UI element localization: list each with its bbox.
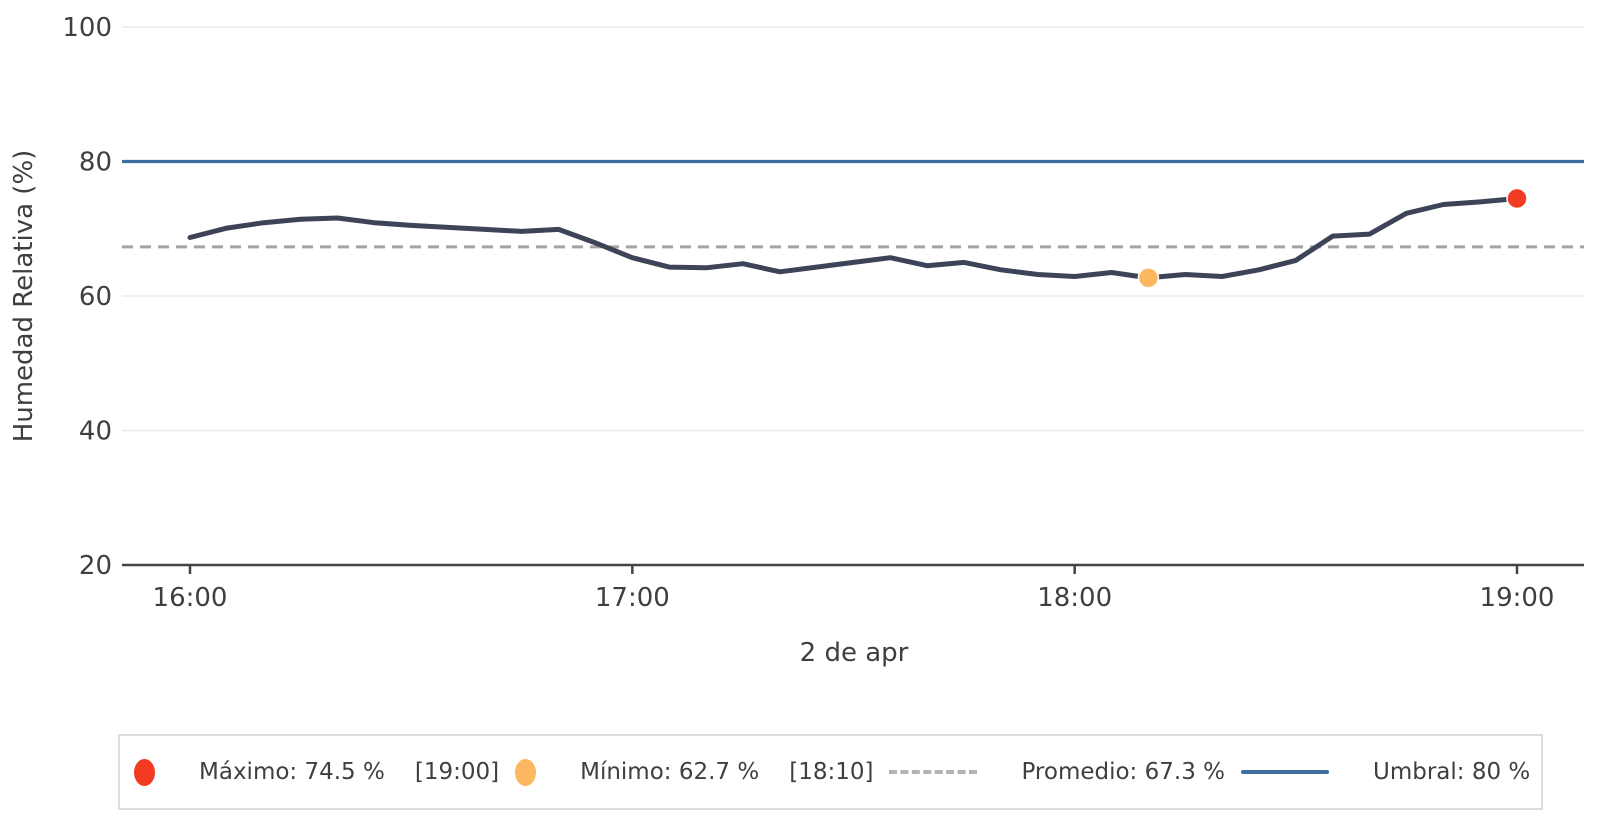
- humidity-line-chart[interactable]: 20 40 60 80 100 16:00 17:00 18:00 19:00 Humedad R…: [0, 0, 1601, 712]
- x-tick-label: 19:00: [1480, 583, 1555, 613]
- humidity-series-line: [187, 196, 1520, 281]
- x-tick-label: 18:00: [1037, 583, 1112, 613]
- x-tick-label: 16:00: [153, 583, 228, 613]
- y-tick-label: 20: [79, 551, 112, 581]
- threshold-line-icon: [1241, 770, 1329, 774]
- min-point[interactable]: [1137, 267, 1160, 289]
- y-tick-label: 60: [79, 282, 112, 312]
- legend-time-maximo: [19:00]: [414, 759, 500, 785]
- legend-item-minimo[interactable]: Mínimo: 62.7 % [18:10]: [515, 758, 874, 786]
- legend-item-promedio[interactable]: Promedio: 67.3 %: [889, 759, 1225, 785]
- x-tick-label: 17:00: [595, 583, 670, 613]
- max-dot-icon: [134, 758, 155, 786]
- y-tick-label: 80: [79, 148, 112, 178]
- legend-time-minimo: [18:10]: [789, 759, 874, 785]
- min-dot-icon: [515, 758, 537, 786]
- chart-legend: Máximo: 74.5 % [19:00] Mínimo: 62.7 % [1…: [118, 734, 1543, 810]
- legend-item-maximo[interactable]: Máximo: 74.5 % [19:00]: [134, 758, 500, 786]
- dashed-line-icon: [889, 770, 978, 774]
- y-axis-title: Humedad Relativa (%): [9, 150, 39, 443]
- y-tick-label: 100: [62, 13, 112, 43]
- y-tick-label: 40: [79, 417, 112, 447]
- max-point[interactable]: [1506, 187, 1528, 210]
- legend-item-umbral[interactable]: Umbral: 80 %: [1241, 759, 1530, 785]
- legend-label-minimo: Mínimo: 62.7 %: [580, 759, 760, 785]
- x-axis-title: 2 de apr: [800, 638, 909, 668]
- legend-label-maximo: Máximo: 74.5 %: [199, 759, 385, 785]
- legend-label-promedio: Promedio: 67.3 %: [1021, 759, 1225, 785]
- legend-label-umbral: Umbral: 80 %: [1373, 759, 1531, 785]
